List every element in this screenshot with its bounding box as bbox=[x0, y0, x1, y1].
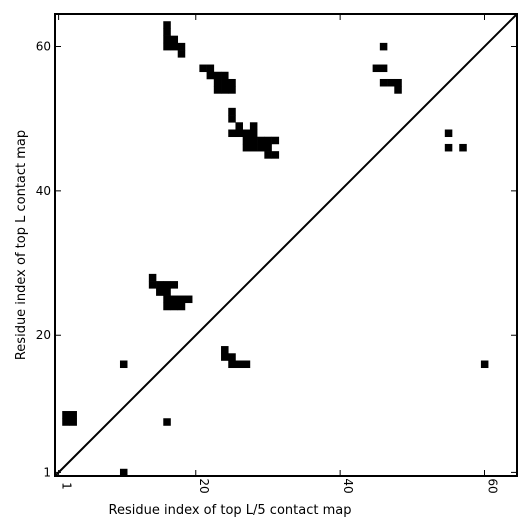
upper-contact-cell bbox=[387, 78, 395, 87]
lower-contact-cell bbox=[170, 295, 179, 304]
upper-contact-cell bbox=[264, 136, 272, 145]
upper-contact-cell bbox=[221, 71, 229, 80]
upper-contact-cell bbox=[372, 64, 381, 73]
upper-contact-cell bbox=[257, 143, 265, 152]
upper-contact-cell bbox=[459, 143, 467, 152]
x-tick-label: 1 bbox=[60, 482, 74, 490]
lower-contact-cell bbox=[163, 281, 171, 289]
lower-contact-cell bbox=[170, 281, 179, 289]
upper-contact-cell bbox=[228, 78, 236, 87]
lower-contact-cell bbox=[148, 273, 157, 282]
upper-contact-cell bbox=[394, 86, 402, 94]
upper-contact-cell bbox=[213, 78, 222, 87]
upper-contact-cell bbox=[228, 86, 236, 94]
upper-contact-cell bbox=[242, 129, 251, 138]
upper-contact-cell bbox=[206, 71, 215, 80]
upper-contact-cell bbox=[271, 151, 280, 159]
upper-contact-cell bbox=[444, 143, 453, 152]
x-axis-label: Residue index of top L/5 contact map bbox=[109, 503, 352, 518]
upper-contact-cell bbox=[235, 122, 243, 130]
plot-frame bbox=[54, 13, 518, 477]
lower-contact-cell bbox=[163, 295, 171, 304]
upper-contact-cell bbox=[163, 21, 171, 29]
y-tick-label: 1 bbox=[43, 465, 51, 479]
lower-contact-cell bbox=[221, 353, 229, 361]
upper-contact-cell bbox=[213, 86, 222, 94]
axis-ticks: 1 20 40 60 1 20 40 60 bbox=[36, 14, 517, 494]
upper-contact-cell bbox=[163, 35, 171, 44]
upper-contact-cell bbox=[264, 151, 272, 159]
upper-contact-cell bbox=[206, 64, 215, 73]
upper-contact-cell bbox=[163, 42, 171, 51]
lower-contact-cell bbox=[177, 295, 186, 304]
x-tick-label: 40 bbox=[341, 478, 355, 493]
upper-contact-cell bbox=[257, 136, 265, 145]
x-tick-label: 20 bbox=[197, 478, 211, 493]
upper-contact-cell bbox=[170, 42, 179, 51]
upper-contact-cell bbox=[170, 35, 179, 44]
upper-contact-cell bbox=[271, 136, 280, 145]
lower-contact-cell bbox=[69, 418, 77, 426]
upper-contact-cell bbox=[249, 143, 258, 152]
upper-contact-cell bbox=[379, 64, 388, 73]
upper-contact-cell bbox=[249, 122, 258, 130]
lower-contact-cell bbox=[119, 360, 128, 369]
upper-contact-cell bbox=[228, 115, 236, 123]
upper-contact-cell bbox=[199, 64, 207, 73]
upper-contact-cell bbox=[444, 129, 453, 138]
contact-cells bbox=[62, 21, 489, 477]
upper-contact-cell bbox=[228, 107, 236, 116]
y-tick-label: 20 bbox=[36, 328, 51, 342]
lower-contact-cell bbox=[148, 281, 157, 289]
upper-contact-cell bbox=[249, 136, 258, 145]
y-tick-label: 60 bbox=[36, 39, 51, 53]
upper-contact-cell bbox=[379, 78, 388, 87]
lower-contact-cell bbox=[62, 411, 70, 419]
upper-contact-cell bbox=[379, 42, 388, 51]
upper-contact-cell bbox=[213, 71, 222, 80]
lower-contact-cell bbox=[163, 302, 171, 311]
x-tick-label: 60 bbox=[486, 478, 500, 493]
lower-contact-cell bbox=[62, 418, 70, 426]
upper-contact-cell bbox=[242, 143, 251, 152]
upper-contact-cell bbox=[177, 42, 186, 51]
lower-contact-cell bbox=[170, 302, 179, 311]
upper-contact-cell bbox=[177, 50, 186, 58]
lower-contact-cell bbox=[480, 360, 489, 369]
upper-contact-cell bbox=[221, 86, 229, 94]
upper-contact-cell bbox=[221, 78, 229, 87]
lower-contact-cell bbox=[228, 353, 236, 361]
lower-contact-cell bbox=[242, 360, 251, 369]
upper-contact-cell bbox=[228, 129, 236, 138]
lower-contact-cell bbox=[163, 288, 171, 296]
lower-contact-cell bbox=[69, 411, 77, 419]
upper-contact-cell bbox=[249, 129, 258, 138]
upper-contact-cell bbox=[235, 129, 243, 138]
y-tick-label: 40 bbox=[36, 184, 51, 198]
lower-contact-cell bbox=[184, 295, 193, 304]
lower-contact-cell bbox=[156, 281, 164, 289]
lower-contact-cell bbox=[221, 346, 229, 354]
lower-contact-cell bbox=[119, 468, 128, 477]
upper-contact-cell bbox=[242, 136, 251, 145]
upper-contact-cell bbox=[394, 78, 402, 87]
lower-contact-cell bbox=[177, 302, 186, 311]
y-axis-label: Residue index of top L contact map bbox=[14, 130, 29, 360]
upper-contact-cell bbox=[264, 143, 272, 152]
lower-contact-cell bbox=[228, 360, 236, 369]
lower-contact-cell bbox=[163, 418, 171, 426]
diagonal-line bbox=[54, 13, 518, 477]
lower-contact-cell bbox=[235, 360, 243, 369]
lower-contact-cell bbox=[156, 288, 164, 296]
upper-contact-cell bbox=[163, 28, 171, 36]
